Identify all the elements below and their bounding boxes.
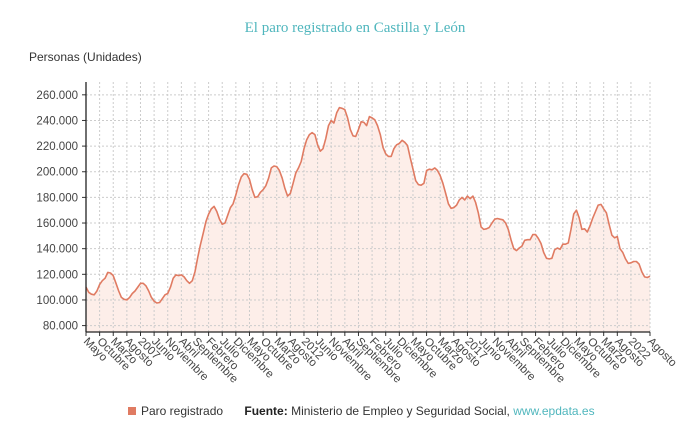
legend-swatch [128, 407, 136, 415]
y-tick-label: 240.000 [36, 115, 78, 127]
source-link[interactable]: www.epdata.es [513, 404, 595, 418]
y-tick-label: 100.000 [36, 295, 78, 307]
y-tick-label: 220.000 [36, 141, 78, 153]
legend-series-label: Paro registrado [141, 404, 224, 418]
source-label: Fuente: [244, 404, 288, 418]
source-note: Fuente: Ministerio de Empleo y Seguridad… [244, 404, 594, 418]
source-text: Ministerio de Empleo y Seguridad Social, [291, 404, 510, 418]
y-tick-label: 160.000 [36, 218, 78, 230]
y-tick-label: 260.000 [36, 90, 78, 102]
series-line [85, 106, 651, 304]
y-tick-label: 120.000 [36, 269, 78, 281]
y-tick-label: 140.000 [36, 244, 78, 256]
y-tick-label: 200.000 [36, 167, 78, 179]
y-tick-label: 180.000 [36, 192, 78, 204]
y-axis-label: Personas (Unidades) [29, 50, 142, 64]
legend: Paro registrado Fuente: Ministerio de Em… [128, 404, 595, 418]
series-area [86, 107, 650, 332]
y-tick-label: 80.000 [43, 321, 78, 333]
chart-title: El paro registrado en Castilla y León [244, 20, 466, 36]
